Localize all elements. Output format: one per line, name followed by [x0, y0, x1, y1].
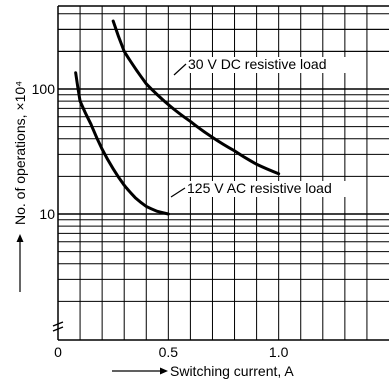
- annotation-leader-line: [170, 187, 186, 198]
- annotation-backdrop: [185, 181, 357, 197]
- axis-break-icon: [52, 321, 64, 332]
- y-tick-label: 100: [32, 81, 56, 97]
- series-annotation-label: 30 V DC resistive load: [188, 56, 327, 72]
- y-tick-label: 10: [39, 206, 55, 222]
- series-line-1: [74, 71, 170, 216]
- labels-layer: 30 V DC resistive load 125 V AC resistive…: [12, 56, 357, 379]
- y-axis-arrowhead-icon: [16, 234, 24, 242]
- series-annotation-label: 125 V AC resistive load: [187, 180, 332, 196]
- x-axis-label: Switching current, A: [170, 363, 294, 379]
- annotation-backdrop: [186, 57, 346, 73]
- series-line-0: [111, 19, 281, 176]
- plot-frame: [52, 5, 389, 341]
- series-layer: [74, 19, 281, 216]
- x-tick-label: 1.0: [269, 344, 289, 360]
- x-tick-label: 0: [54, 344, 62, 360]
- x-tick-label: 0.5: [159, 344, 179, 360]
- y-axis-label: No. of operations, ×10⁴: [12, 81, 28, 225]
- x-axis-arrowhead-icon: [160, 367, 168, 375]
- annotation-leader-line: [173, 63, 187, 76]
